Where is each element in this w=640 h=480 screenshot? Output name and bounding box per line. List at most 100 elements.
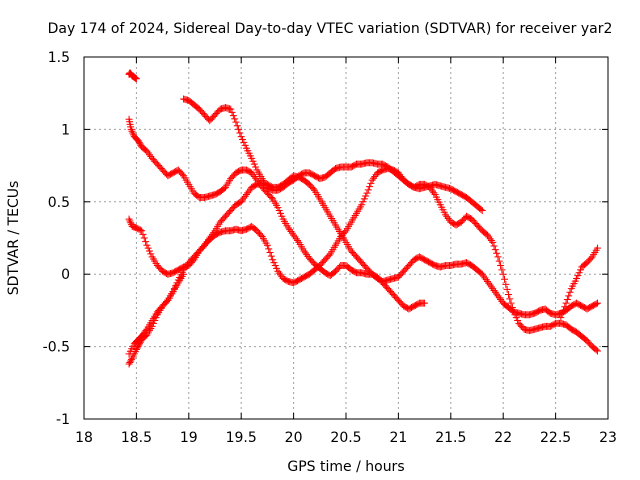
series-track-f bbox=[125, 270, 188, 368]
data-point bbox=[575, 269, 583, 277]
data-point bbox=[592, 346, 600, 354]
data-point bbox=[128, 127, 136, 135]
y-tick-labels: 1.5 1 0.5 0 -0.5 -1 bbox=[43, 50, 70, 428]
data-point bbox=[142, 238, 150, 246]
data-point bbox=[481, 274, 489, 282]
data-point bbox=[127, 125, 135, 133]
data-point bbox=[477, 205, 485, 213]
x-tick-label: 22.5 bbox=[540, 430, 571, 446]
data-point bbox=[514, 317, 522, 325]
data-point bbox=[294, 237, 302, 245]
data-point bbox=[202, 239, 210, 247]
data-point bbox=[594, 347, 602, 355]
data-point bbox=[501, 275, 509, 283]
data-point bbox=[139, 230, 147, 238]
data-point bbox=[248, 154, 256, 162]
data-point bbox=[366, 183, 374, 191]
x-tick-labels: 18 18.5 19 19.5 20 20.5 21 21.5 22 22.5 23 bbox=[75, 430, 617, 446]
data-point bbox=[240, 194, 248, 202]
data-point bbox=[288, 229, 296, 237]
data-point bbox=[271, 262, 279, 270]
data-point bbox=[497, 262, 505, 270]
data-point bbox=[360, 195, 368, 203]
data-point bbox=[146, 151, 153, 159]
data-point bbox=[485, 233, 493, 241]
data-point bbox=[561, 303, 569, 311]
data-point bbox=[182, 262, 190, 270]
data-point bbox=[290, 231, 298, 239]
data-point bbox=[303, 251, 311, 259]
data-point bbox=[241, 192, 249, 200]
data-point bbox=[149, 319, 157, 327]
data-point bbox=[237, 198, 245, 206]
data-point bbox=[491, 246, 499, 254]
x-tick-label: 21.5 bbox=[435, 430, 466, 446]
data-point bbox=[250, 172, 258, 180]
data-point bbox=[127, 356, 135, 364]
data-point bbox=[132, 75, 140, 83]
y-tick-label: 0.5 bbox=[48, 195, 70, 211]
data-point bbox=[231, 115, 239, 123]
data-point bbox=[490, 242, 498, 250]
data-point bbox=[241, 141, 249, 149]
data-point bbox=[135, 138, 143, 146]
data-point bbox=[487, 237, 495, 245]
data-point bbox=[592, 300, 600, 308]
data-point bbox=[237, 133, 245, 141]
data-point bbox=[208, 230, 216, 238]
y-tick-label: 0 bbox=[61, 267, 70, 283]
data-point bbox=[244, 189, 252, 197]
data-point bbox=[562, 299, 570, 307]
data-point bbox=[566, 288, 574, 296]
data-point bbox=[574, 272, 582, 280]
data-point bbox=[126, 359, 134, 367]
data-point bbox=[125, 215, 133, 223]
data-point bbox=[286, 226, 294, 234]
data-point bbox=[487, 283, 495, 291]
data-point bbox=[239, 196, 247, 204]
data-point bbox=[430, 189, 438, 197]
data-point bbox=[269, 256, 277, 264]
data-point bbox=[493, 249, 501, 257]
data-point bbox=[367, 179, 375, 187]
x-tick-label: 20.5 bbox=[330, 430, 361, 446]
data-point bbox=[573, 275, 581, 283]
data-point bbox=[265, 245, 273, 253]
data-point bbox=[558, 310, 566, 318]
data-point bbox=[263, 241, 271, 249]
data-point bbox=[274, 267, 282, 275]
data-point bbox=[267, 193, 275, 201]
x-tick-label: 20 bbox=[285, 430, 303, 446]
data-point bbox=[233, 122, 241, 130]
x-tick-label: 23 bbox=[599, 430, 617, 446]
data-point bbox=[341, 228, 349, 236]
data-point bbox=[249, 171, 257, 179]
data-point bbox=[502, 280, 510, 288]
data-point bbox=[594, 244, 602, 252]
data-point bbox=[163, 298, 171, 306]
data-point bbox=[136, 226, 144, 234]
data-point bbox=[506, 295, 514, 303]
data-point bbox=[245, 187, 253, 195]
data-point bbox=[421, 299, 429, 307]
data-point bbox=[144, 244, 152, 252]
data-point bbox=[127, 219, 135, 227]
data-point bbox=[229, 112, 237, 120]
data-point bbox=[136, 140, 144, 148]
series-track-g bbox=[557, 244, 602, 322]
data-point bbox=[235, 125, 243, 133]
y-axis-label: SDTVAR / TECUs bbox=[6, 181, 22, 296]
data-point bbox=[371, 172, 379, 180]
data-point bbox=[133, 344, 141, 352]
data-point bbox=[325, 251, 333, 259]
x-tick-label: 19 bbox=[180, 430, 198, 446]
data-point bbox=[125, 360, 133, 368]
data-point bbox=[291, 233, 299, 241]
data-points bbox=[125, 69, 602, 368]
data-point bbox=[273, 264, 281, 272]
data-point bbox=[178, 170, 186, 178]
data-point bbox=[504, 290, 512, 298]
data-point bbox=[127, 357, 135, 365]
data-point bbox=[126, 217, 134, 225]
